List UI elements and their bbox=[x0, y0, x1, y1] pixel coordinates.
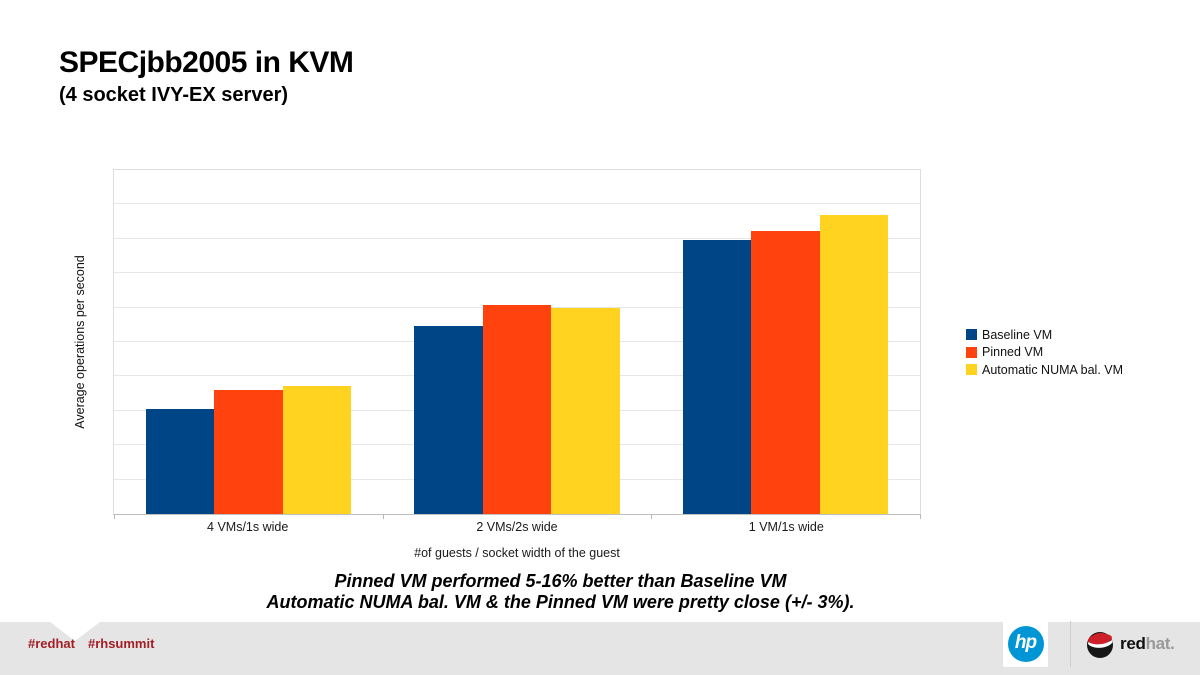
caption-line-1: Pinned VM performed 5-16% better than Ba… bbox=[334, 571, 787, 591]
chart-legend: Baseline VM Pinned VM Automatic NUMA bal. … bbox=[966, 326, 1123, 379]
redhat-logo-text: redhat. bbox=[1120, 634, 1175, 654]
hp-logo-icon: hp bbox=[1007, 626, 1044, 662]
redhat-word-red: red bbox=[1120, 633, 1146, 653]
x-axis-title: #of guests / socket width of the guest bbox=[414, 546, 620, 560]
hp-logo-text: hp bbox=[1014, 632, 1037, 653]
x-tick-label: 2 VMs/2s wide bbox=[476, 520, 558, 534]
bar-group bbox=[651, 170, 920, 514]
hashtag-rhsummit: #rhsummit bbox=[87, 636, 155, 651]
legend-label: Pinned VM bbox=[982, 345, 1044, 360]
bar-baseline-vm bbox=[145, 408, 215, 514]
legend-label: Automatic NUMA bal. VM bbox=[982, 362, 1124, 377]
redhat-period: . bbox=[1170, 633, 1175, 653]
plot-area bbox=[113, 169, 921, 519]
legend-label: Baseline VM bbox=[982, 327, 1053, 342]
hp-logo: hp bbox=[1003, 621, 1048, 667]
chart-caption: Pinned VM performed 5-16% better than Ba… bbox=[0, 571, 1121, 613]
gridline bbox=[114, 203, 920, 205]
hashtag-redhat: #redhat bbox=[28, 636, 75, 651]
redhat-shadowman-icon bbox=[1087, 632, 1113, 658]
x-axis-tick bbox=[651, 514, 653, 519]
gridline bbox=[114, 237, 920, 239]
legend-item: Pinned VM bbox=[966, 344, 1123, 362]
legend-swatch-icon bbox=[966, 346, 977, 358]
x-tick-label: 1 VM/1s wide bbox=[748, 520, 824, 534]
footer-hashtags: #redhat #rhsummit bbox=[28, 636, 167, 651]
y-axis-title: Average operations per second bbox=[73, 255, 87, 429]
x-axis-tick bbox=[920, 514, 921, 519]
footer-logo-divider bbox=[1070, 621, 1071, 667]
redhat-logo: redhat. bbox=[1085, 628, 1175, 659]
footer-bar: #redhat #rhsummit hp redhat. bbox=[0, 621, 1200, 675]
x-axis-tick-labels: 4 VMs/1s wide 2 VMs/2s wide 1 VM/1s wide bbox=[113, 520, 921, 534]
bar-automatic-numa-bal-vm bbox=[282, 385, 352, 514]
x-tick-label: 4 VMs/1s wide bbox=[207, 520, 289, 534]
bar-automatic-numa-bal-vm bbox=[551, 308, 620, 514]
bar-baseline-vm bbox=[682, 239, 752, 514]
bar-group bbox=[383, 170, 652, 514]
legend-swatch-icon bbox=[966, 329, 977, 341]
slide-title: SPECjbb2005 in KVM bbox=[59, 46, 354, 79]
x-axis-tick bbox=[114, 514, 115, 519]
bar-pinned-vm bbox=[214, 389, 283, 514]
x-axis-tick bbox=[382, 514, 384, 519]
slide-subtitle: (4 socket IVY-EX server) bbox=[59, 84, 289, 106]
caption-line-2: Automatic NUMA bal. VM & the Pinned VM w… bbox=[266, 592, 855, 612]
footer-notch-pointer bbox=[50, 622, 100, 641]
bar-pinned-vm bbox=[751, 230, 820, 514]
legend-item: Baseline VM bbox=[966, 326, 1123, 344]
legend-swatch-icon bbox=[966, 364, 977, 376]
bar-automatic-numa-bal-vm bbox=[819, 214, 889, 514]
bar-pinned-vm bbox=[482, 305, 552, 514]
redhat-word-hat: hat bbox=[1145, 633, 1171, 653]
bar-baseline-vm bbox=[414, 326, 483, 514]
legend-item: Automatic NUMA bal. VM bbox=[966, 361, 1123, 379]
gridline bbox=[114, 272, 920, 274]
bar-group bbox=[114, 170, 383, 514]
